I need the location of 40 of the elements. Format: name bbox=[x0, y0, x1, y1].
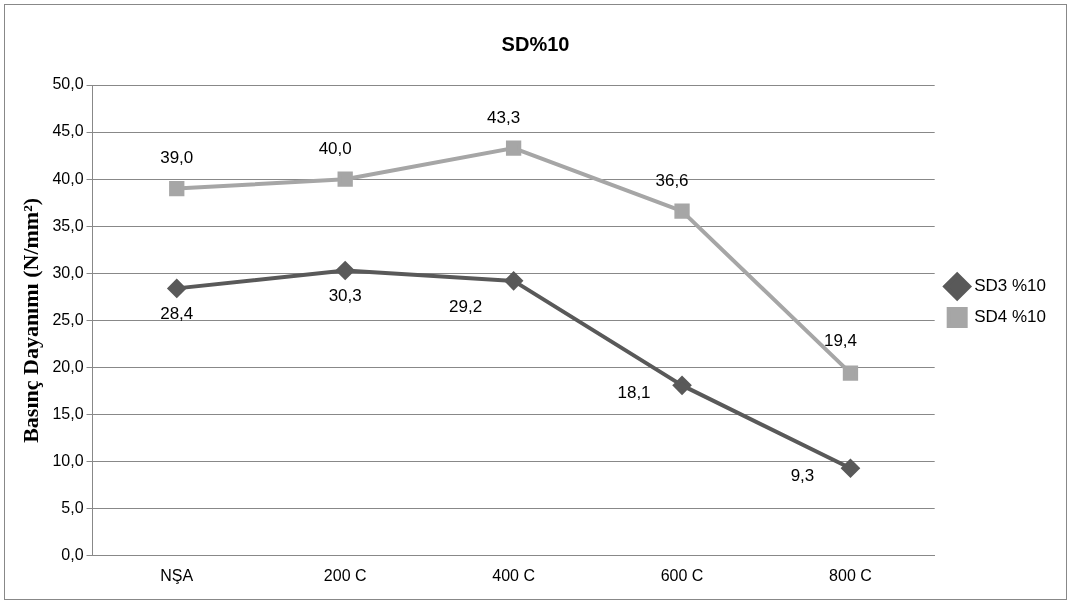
legend-label: SD3 %10 bbox=[974, 276, 1047, 296]
point bbox=[336, 261, 355, 280]
data-label: 19,4 bbox=[823, 330, 858, 350]
point bbox=[504, 271, 523, 290]
y-tick-label: 15,0 bbox=[52, 404, 84, 422]
point bbox=[673, 376, 692, 395]
y-tick-label: 35,0 bbox=[52, 216, 84, 234]
legend-label: SD4 %10 bbox=[974, 307, 1047, 327]
x-tick-label: 800 C bbox=[829, 566, 872, 584]
y-tick-label: 5,0 bbox=[61, 499, 84, 517]
chart-title: SD%10 bbox=[501, 32, 570, 55]
y-tick-label: 50,0 bbox=[52, 75, 84, 93]
data-label: 39,0 bbox=[160, 148, 194, 168]
y-tick-label: 40,0 bbox=[52, 169, 84, 187]
data-label: 9,3 bbox=[790, 465, 815, 485]
x-tick-label: 200 C bbox=[323, 566, 367, 584]
data-label: 43,3 bbox=[487, 107, 521, 127]
point bbox=[169, 180, 185, 197]
x-tick-label: 400 C bbox=[492, 566, 535, 584]
data-label: 30,3 bbox=[328, 286, 362, 306]
x-tick-label: NŞA bbox=[160, 566, 194, 584]
point bbox=[674, 203, 690, 219]
point bbox=[842, 365, 859, 381]
data-label: 28,4 bbox=[160, 304, 194, 324]
point bbox=[167, 279, 186, 298]
y-tick-label: 20,0 bbox=[52, 357, 84, 375]
y-axis-title: Basınç Dayanımı (N/mm²) bbox=[17, 197, 43, 443]
point bbox=[841, 459, 860, 478]
y-tick-label: 45,0 bbox=[52, 122, 84, 140]
data-label: 29,2 bbox=[449, 296, 483, 316]
point bbox=[337, 171, 353, 187]
y-tick-label: 30,0 bbox=[52, 263, 84, 281]
data-label: 40,0 bbox=[318, 138, 352, 158]
y-tick-label: 25,0 bbox=[52, 310, 84, 328]
data-label: 18,1 bbox=[617, 383, 651, 403]
y-tick-label: 10,0 bbox=[52, 452, 84, 470]
point bbox=[505, 140, 522, 156]
x-tick-label: 600 C bbox=[660, 566, 704, 584]
data-label: 36,6 bbox=[655, 170, 689, 190]
y-tick-label: 0,0 bbox=[61, 546, 84, 564]
